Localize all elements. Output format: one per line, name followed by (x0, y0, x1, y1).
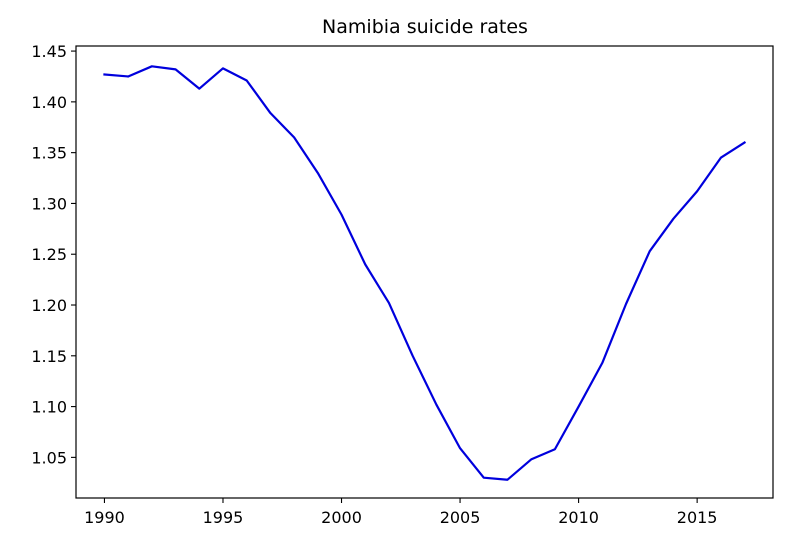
x-tick-label: 2015 (677, 508, 718, 527)
y-tick-label: 1.45 (31, 42, 67, 61)
x-tick-label: 2010 (558, 508, 599, 527)
y-tick-label: 1.40 (31, 93, 67, 112)
x-tick-label: 1990 (84, 508, 125, 527)
y-tick-label: 1.15 (31, 347, 67, 366)
y-tick-label: 1.10 (31, 398, 67, 417)
x-tick-label: 2000 (321, 508, 362, 527)
y-tick-label: 1.05 (31, 448, 67, 467)
y-tick-label: 1.30 (31, 194, 67, 213)
x-tick-label: 1995 (203, 508, 244, 527)
chart-title: Namibia suicide rates (322, 16, 528, 38)
y-tick-label: 1.20 (31, 296, 67, 315)
x-tick-label: 2005 (440, 508, 481, 527)
y-tick-label: 1.35 (31, 144, 67, 163)
plot-frame (75, 45, 774, 499)
series-line (103, 65, 747, 481)
y-tick-label: 1.25 (31, 245, 67, 264)
